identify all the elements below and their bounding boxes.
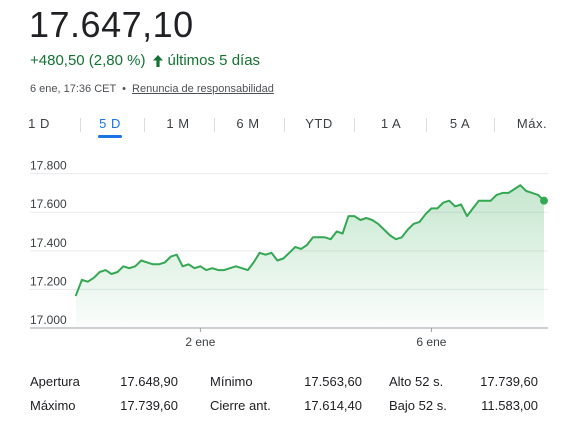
stat-label-open: Apertura xyxy=(30,374,80,389)
tab-1a[interactable]: 1 A xyxy=(380,116,402,131)
change-value: +480,50 (2,80 %) xyxy=(30,52,146,69)
stat-label-low: Mínimo xyxy=(210,374,253,389)
y-tick-label: 17.200 xyxy=(30,274,67,288)
stats-row: Máximo 17.739,60 Cierre ant. 17.614,40 B… xyxy=(30,396,550,416)
tab-divider xyxy=(284,118,285,132)
tab-5a[interactable]: 5 A xyxy=(449,116,471,131)
tab-divider xyxy=(80,118,81,132)
tab-max[interactable]: Máx. xyxy=(516,116,548,131)
stat-value-open: 17.648,90 xyxy=(120,374,178,389)
y-tick-label: 17.000 xyxy=(30,313,67,327)
stat-label-high: Máximo xyxy=(30,398,76,413)
stat-value-prev-close: 17.614,40 xyxy=(304,398,362,413)
last-price-dot xyxy=(540,196,548,205)
price-area xyxy=(76,185,544,328)
stat-value-52w-high: 17.739,60 xyxy=(480,374,538,389)
tab-divider xyxy=(494,118,495,132)
timestamp: 6 ene, 17:36 CET xyxy=(30,83,117,95)
x-tick-label: 2 ene xyxy=(185,335,215,349)
change-period: últimos 5 días xyxy=(167,52,261,69)
tab-1d[interactable]: 1 D xyxy=(28,116,50,131)
tab-divider xyxy=(426,118,427,132)
stat-value-52w-low: 11.583,00 xyxy=(481,398,538,413)
tab-divider xyxy=(354,118,355,132)
tab-1m[interactable]: 1 M xyxy=(166,116,190,131)
quote-meta: 6 ene, 17:36 CET • Renuncia de responsab… xyxy=(30,82,274,96)
price-change: +480,50 (2,80 %) últimos 5 días xyxy=(30,51,260,71)
current-price: 17.647,10 xyxy=(29,4,194,45)
x-tick-label: 6 ene xyxy=(416,335,446,349)
meta-separator: • xyxy=(122,83,126,95)
y-tick-label: 17.800 xyxy=(30,159,67,173)
range-tabs: 1 D 5 D 1 M 6 M YTD 1 A 5 A Máx. xyxy=(18,112,563,138)
price-chart[interactable]: 17.800 17.600 17.400 17.200 17.000 2 ene 6 ene xyxy=(0,140,563,365)
tab-6m[interactable]: 6 M xyxy=(236,116,260,131)
price-line xyxy=(75,184,545,297)
arrow-up-icon xyxy=(152,54,164,68)
y-tick-label: 17.600 xyxy=(30,197,67,211)
tab-divider xyxy=(144,118,145,132)
active-tab-indicator xyxy=(98,135,122,138)
tab-ytd[interactable]: YTD xyxy=(305,116,333,131)
price-chart-svg: 17.800 17.600 17.400 17.200 17.000 2 ene 6 ene xyxy=(30,159,548,349)
stats-row: Apertura 17.648,90 Mínimo 17.563,60 Alto… xyxy=(30,372,550,392)
tab-5d[interactable]: 5 D xyxy=(88,112,132,138)
tab-divider xyxy=(214,118,215,132)
disclaimer-link[interactable]: Renuncia de responsabilidad xyxy=(132,83,274,95)
stat-label-prev-close: Cierre ant. xyxy=(210,398,271,413)
y-tick-label: 17.400 xyxy=(30,236,67,250)
stat-label-52w-high: Alto 52 s. xyxy=(389,374,444,389)
stat-value-high: 17.739,60 xyxy=(120,398,178,413)
stat-label-52w-low: Bajo 52 s. xyxy=(389,398,447,413)
stat-value-low: 17.563,60 xyxy=(304,374,362,389)
